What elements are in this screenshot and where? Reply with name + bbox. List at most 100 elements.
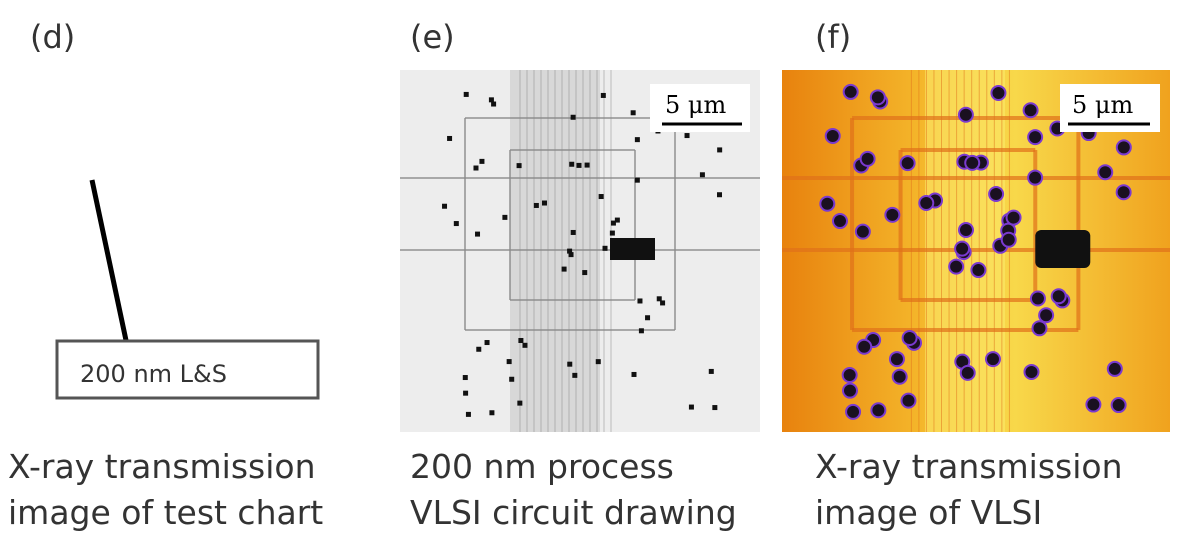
panel-label: (f) — [815, 18, 851, 56]
via — [645, 315, 650, 320]
via — [463, 391, 468, 396]
via — [843, 384, 857, 398]
via — [571, 230, 576, 235]
via — [903, 331, 917, 345]
via — [857, 340, 871, 354]
via — [577, 163, 582, 168]
via — [919, 196, 933, 210]
via — [1032, 321, 1046, 335]
via — [610, 231, 615, 236]
via — [657, 296, 662, 301]
via — [901, 156, 915, 170]
caption: X-ray transmission — [8, 447, 316, 486]
via — [901, 394, 915, 408]
via — [569, 162, 574, 167]
via — [871, 90, 885, 104]
via — [489, 97, 494, 102]
via — [826, 129, 840, 143]
via — [596, 359, 601, 364]
via — [631, 372, 636, 377]
caption: image of VLSI — [815, 493, 1042, 532]
via — [1007, 211, 1021, 225]
via — [542, 201, 547, 206]
caption: 200 nm process — [410, 447, 674, 486]
via — [635, 178, 640, 183]
via — [991, 86, 1005, 100]
via — [885, 208, 899, 222]
via — [861, 152, 875, 166]
via — [567, 249, 572, 254]
via — [871, 403, 885, 417]
via — [961, 366, 975, 380]
via — [1108, 362, 1122, 376]
via — [717, 147, 722, 152]
caption: VLSI circuit drawing — [410, 493, 737, 532]
scale-bar-label: 5 μm — [665, 91, 726, 119]
via — [442, 204, 447, 209]
via — [534, 203, 539, 208]
via — [1112, 398, 1126, 412]
via — [517, 163, 522, 168]
via — [820, 197, 834, 211]
via — [709, 369, 714, 374]
via — [700, 172, 705, 177]
via — [599, 194, 604, 199]
via — [517, 401, 522, 406]
via — [582, 270, 587, 275]
via — [489, 410, 494, 415]
via — [1031, 291, 1045, 305]
caption: image of test chart — [8, 493, 323, 532]
via — [833, 214, 847, 228]
via — [454, 221, 459, 226]
via — [518, 338, 523, 343]
via — [631, 110, 636, 115]
via — [635, 137, 640, 142]
via — [603, 246, 608, 251]
via — [856, 225, 870, 239]
via — [1117, 140, 1131, 154]
via — [567, 362, 572, 367]
via — [1098, 165, 1112, 179]
via — [464, 92, 469, 97]
via — [959, 108, 973, 122]
via — [509, 377, 514, 382]
via — [955, 242, 969, 256]
via — [846, 405, 860, 419]
via — [615, 218, 620, 223]
via — [466, 412, 471, 417]
via — [689, 405, 694, 410]
via — [473, 166, 478, 171]
via — [502, 215, 507, 220]
images — [400, 70, 1170, 432]
via — [890, 352, 904, 366]
via — [959, 223, 973, 237]
page: 200 nm L&S (d) (e) (f) 5 μm 5 μm X-ray t… — [0, 0, 1189, 538]
via — [639, 328, 644, 333]
via — [1086, 398, 1100, 412]
via — [507, 359, 512, 364]
via — [949, 260, 963, 274]
via — [843, 368, 857, 382]
via — [1028, 130, 1042, 144]
caption: X-ray transmission — [815, 447, 1123, 486]
via — [571, 115, 576, 120]
via — [479, 159, 484, 164]
via — [989, 187, 1003, 201]
via — [1117, 185, 1131, 199]
via — [1039, 308, 1053, 322]
box-label: 200 nm L&S — [80, 360, 227, 388]
via — [971, 263, 985, 277]
via — [1024, 365, 1038, 379]
via — [1052, 289, 1066, 303]
via — [522, 343, 527, 348]
panel-label: (e) — [410, 18, 455, 56]
scale-bar-label: 5 μm — [1072, 91, 1133, 119]
via — [637, 298, 642, 303]
via — [1002, 233, 1016, 247]
via — [572, 373, 577, 378]
via — [1028, 171, 1042, 185]
via — [965, 156, 979, 170]
via — [717, 192, 722, 197]
panel-label: (d) — [30, 18, 75, 56]
block — [1035, 230, 1090, 268]
